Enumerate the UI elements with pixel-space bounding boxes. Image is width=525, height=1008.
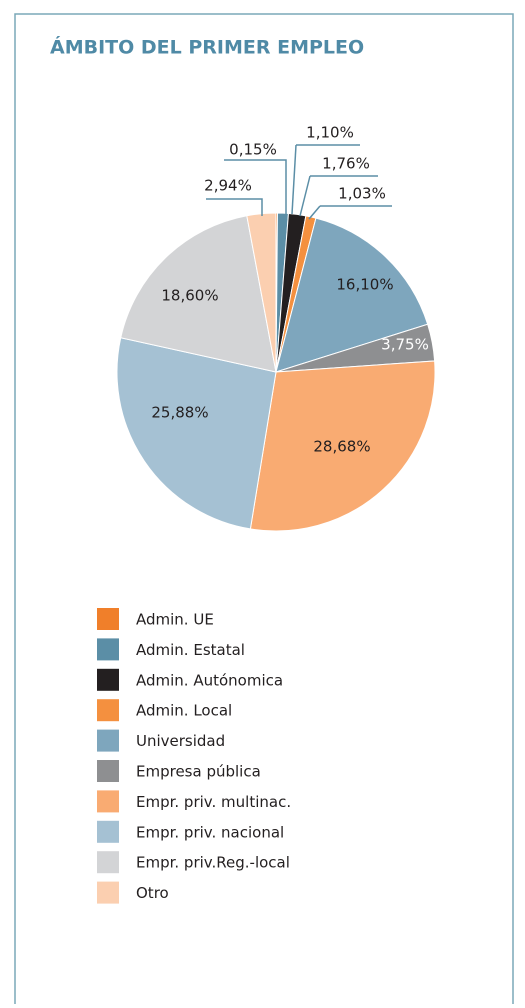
- legend-swatch: [97, 668, 119, 691]
- data-label: 2,94%: [204, 177, 252, 195]
- legend-label: Otro: [136, 884, 169, 902]
- pie-slice: [116, 337, 277, 530]
- legend-label: Empresa pública: [136, 763, 261, 781]
- data-label: 3,75%: [381, 336, 429, 354]
- leader-line: [291, 144, 297, 215]
- legend-swatch: [97, 638, 119, 661]
- legend-label: Admin. UE: [136, 611, 214, 629]
- legend-swatch: [97, 760, 119, 782]
- legend-swatch: [97, 851, 119, 874]
- legend-swatch: [97, 881, 119, 904]
- leader-line: [308, 205, 321, 220]
- legend-swatch: [97, 820, 119, 843]
- legend-swatch: [97, 699, 119, 722]
- data-label: 28,68%: [313, 438, 370, 456]
- leader-line: [224, 159, 287, 214]
- pie-slice: [249, 360, 436, 532]
- data-label: 16,10%: [336, 276, 393, 294]
- legend-swatch: [97, 608, 119, 630]
- legend-swatch: [97, 729, 119, 752]
- leader-line: [206, 198, 263, 216]
- legend-label: Admin. Estatal: [136, 641, 245, 659]
- data-label: 18,60%: [161, 287, 218, 305]
- data-label: 1,76%: [322, 155, 370, 173]
- chart-title: ÁMBITO DEL PRIMER EMPLEO: [50, 36, 364, 59]
- pie-slice: [120, 215, 277, 373]
- legend-label: Empr. priv. multinac.: [136, 793, 291, 811]
- leader-line: [299, 175, 311, 217]
- legend-label: Universidad: [136, 732, 225, 750]
- pie-slice: [275, 217, 429, 373]
- legend-swatch: [97, 790, 119, 813]
- leader-lines: [206, 144, 392, 220]
- legend-label: Admin. Autónomica: [136, 671, 283, 689]
- data-label: 1,10%: [306, 124, 354, 142]
- data-label: 1,03%: [338, 185, 386, 203]
- legend-label: Empr. priv. nacional: [136, 823, 284, 841]
- legend-label: Admin. Local: [136, 702, 232, 720]
- data-label: 0,15%: [229, 141, 277, 159]
- legend-label: Empr. priv.Reg.-local: [136, 854, 290, 872]
- data-label: 25,88%: [151, 404, 208, 422]
